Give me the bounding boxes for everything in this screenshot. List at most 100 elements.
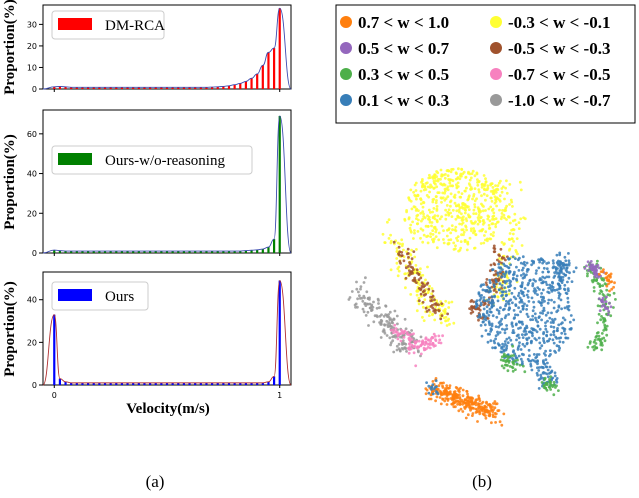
scatter-point (432, 179, 436, 183)
histogram-bar (222, 382, 225, 385)
scatter-point (540, 365, 543, 369)
histogram-bar (103, 87, 107, 89)
scatter-point (421, 210, 425, 214)
scatter-point (460, 174, 463, 178)
scatter-point (457, 208, 461, 212)
scatter-point (557, 271, 561, 275)
scatter-point (534, 272, 538, 275)
scatter-point (508, 232, 512, 235)
scatter-point (429, 232, 432, 236)
scatter-point (567, 252, 570, 255)
scatter-point (552, 321, 555, 324)
scatter-point (446, 195, 450, 199)
scatter-point (431, 229, 435, 233)
scatter-point (603, 317, 606, 320)
scatter-point (454, 225, 458, 229)
scatter-point (435, 388, 439, 391)
scatter-point (495, 290, 498, 294)
scatter-point (443, 399, 447, 403)
histogram-bar (143, 87, 146, 89)
scatter-point (505, 344, 509, 348)
scatter-point (519, 320, 523, 324)
scatter-point (519, 217, 523, 221)
scatter-point (443, 176, 447, 180)
scatter-point (461, 221, 465, 225)
scatter-point (491, 299, 495, 303)
scatter-point (446, 210, 450, 214)
scatter-point (494, 225, 498, 229)
scatter-point (486, 403, 490, 407)
scatter-point (395, 257, 399, 260)
scatter-point (561, 278, 565, 282)
scatter-point (426, 225, 430, 228)
scatter-point (566, 296, 570, 300)
scatter-point (435, 246, 439, 250)
scatter-point (537, 369, 541, 372)
scatter-point (558, 287, 562, 290)
scatter-point (503, 281, 507, 285)
scatter-point (448, 384, 452, 387)
scatter-point (472, 227, 475, 230)
scatter-point (517, 336, 521, 340)
scatter-point (504, 270, 508, 273)
scatter-point (416, 222, 420, 226)
scatter-point (424, 224, 428, 228)
scatter-point (471, 306, 475, 310)
scatter-point (422, 319, 426, 322)
scatter-point (422, 348, 426, 352)
scatter-point (400, 238, 404, 242)
scatter-point (496, 271, 500, 275)
scatter-point (464, 176, 468, 179)
scatter-point (483, 323, 487, 327)
scatter-point (449, 192, 453, 196)
scatter-point (505, 337, 509, 341)
scatter-point (523, 344, 527, 348)
scatter-point (464, 402, 468, 405)
scatter-point (512, 273, 515, 277)
scatter-point (594, 275, 597, 279)
scatter-point (435, 175, 438, 179)
scatter-point (484, 177, 487, 181)
scatter-point (486, 217, 490, 221)
y-tick-label: 20 (27, 42, 37, 51)
scatter-point (599, 318, 603, 322)
scatter-point (509, 198, 513, 202)
scatter-point (531, 334, 534, 338)
scatter-point (572, 318, 576, 322)
scatter-point (485, 299, 489, 303)
scatter-point (486, 285, 490, 289)
scatter-point (498, 194, 502, 198)
scatter-point (499, 350, 503, 354)
scatter-point (471, 197, 474, 201)
scatter-point (517, 354, 521, 358)
scatter-point (519, 326, 522, 330)
scatter-point (521, 268, 524, 272)
scatter-point (512, 228, 516, 232)
scatter-point (492, 211, 496, 215)
scatter-point (563, 327, 567, 331)
scatter-point (419, 211, 423, 215)
scatter-point (385, 334, 389, 337)
scatter-point (449, 184, 452, 188)
scatter-point (459, 240, 463, 244)
scatter-point (457, 389, 460, 393)
scatter-point (604, 272, 608, 276)
scatter-point (511, 369, 515, 373)
scatter-point (563, 283, 567, 287)
panel-b-label: (b) (472, 472, 492, 491)
scatter-point (455, 236, 458, 240)
scatter-point (550, 284, 554, 288)
scatter-point (457, 409, 461, 413)
scatter-point (489, 406, 493, 410)
scatter-point (453, 201, 457, 205)
scatter-point (459, 195, 463, 199)
density-curve (42, 7, 292, 90)
scatter-point (600, 290, 604, 293)
histogram-bar (267, 247, 270, 253)
histogram-bar (160, 382, 163, 385)
histogram-bar (194, 251, 197, 253)
scatter-point (459, 386, 462, 390)
scatter-point (494, 337, 497, 341)
scatter-point (563, 332, 567, 336)
scatter-point (508, 270, 512, 274)
